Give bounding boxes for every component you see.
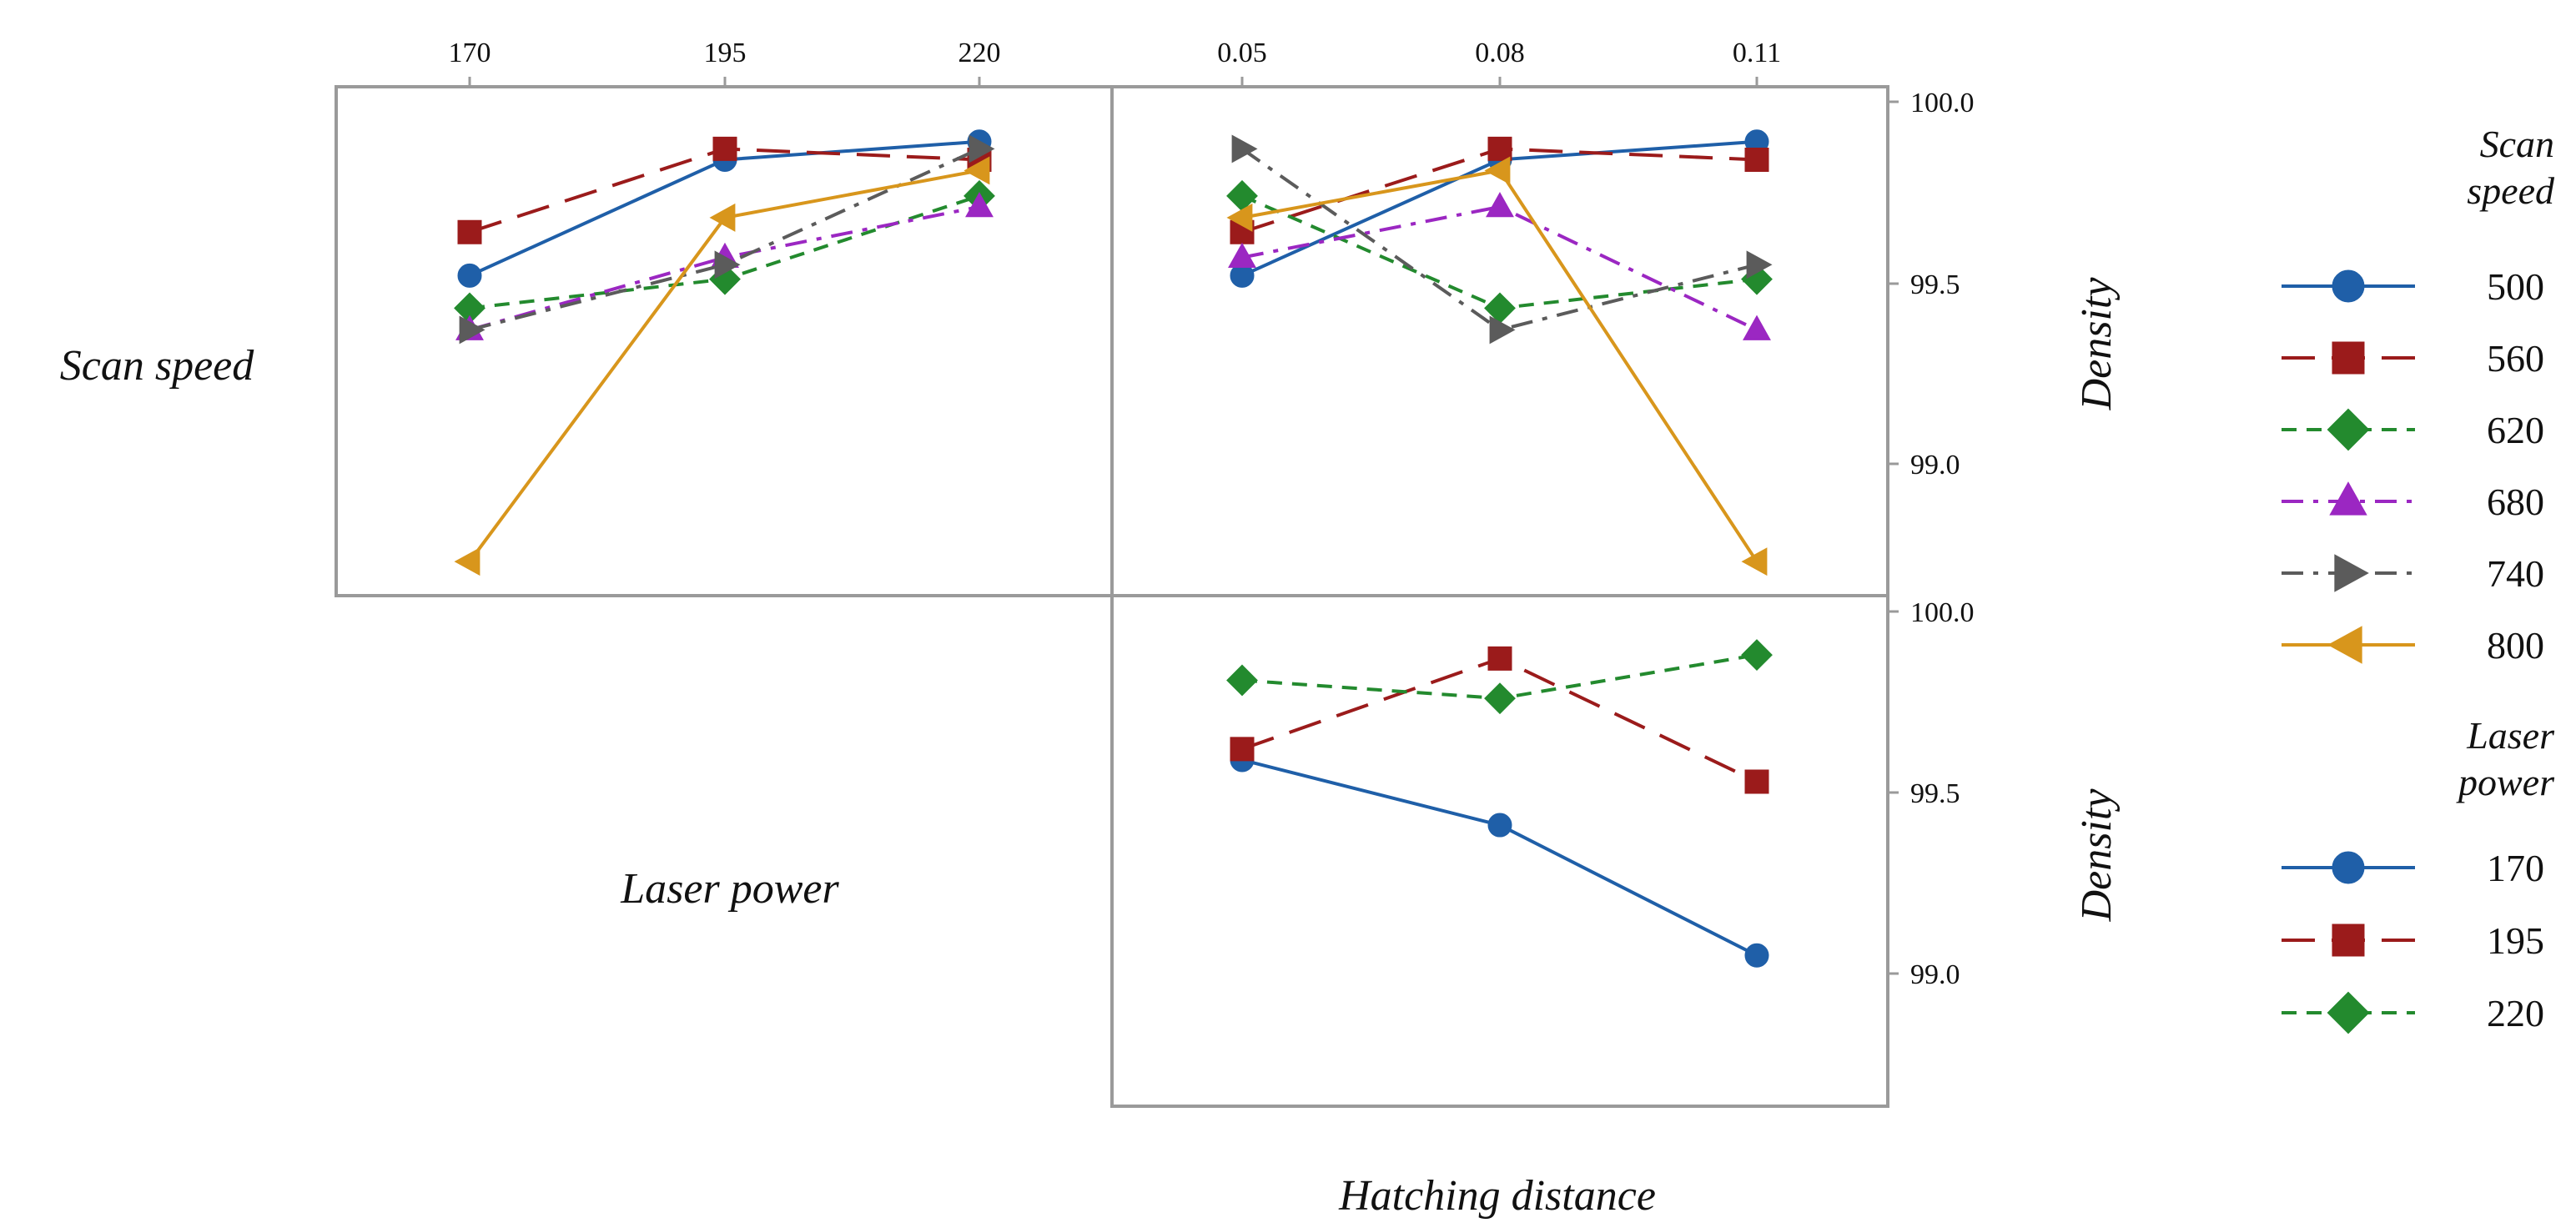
x-tick-label: 170 [449,38,491,68]
y-tick-label: 100.0 [1910,597,1975,628]
data-point-marker [1744,943,1769,968]
series-scan-800 [1226,156,1768,576]
legend-entry-scan-560: 560 [2282,337,2544,380]
legend-marker [2332,924,2365,957]
legend-marker [2327,991,2370,1034]
legend-marker [2334,554,2369,592]
legend-label: 170 [2487,847,2544,889]
legend-entry-scan-800: 800 [2282,624,2544,667]
data-point-marker [1487,646,1512,671]
series-scan-740 [459,134,995,345]
x-tick-label: 195 [704,38,747,68]
data-point-marker [457,219,482,244]
data-point-marker [1226,203,1253,232]
x-tick-label: 0.05 [1217,38,1267,68]
data-point-marker [1484,292,1516,325]
legend-title-scan-speed-line1: Scan [2480,123,2554,165]
data-point-marker [1746,250,1773,279]
series-line [1241,204,1758,332]
data-point-marker [1743,315,1771,340]
series-line [468,169,980,563]
row-label-scan-speed: Scan speed [60,342,254,390]
legend-entry-laser-220: 220 [2282,991,2544,1034]
data-point-marker [712,136,737,161]
x-tick-marks [468,77,1758,87]
legend-entry-laser-195: 195 [2282,919,2544,962]
data-point-marker [714,250,741,279]
legend-marker [2332,851,2365,884]
legend-label: 800 [2487,624,2544,667]
legend-marker [2327,626,2362,664]
legend-label: 680 [2487,481,2544,523]
y-tick-marks [1888,100,1899,975]
legend-label: 620 [2487,409,2544,451]
y-tick-label: 99.0 [1910,959,1960,990]
data-point-marker [1744,147,1769,172]
data-point-marker [709,203,736,232]
data-point-marker [1230,737,1255,762]
legend-entry-scan-740: 740 [2282,552,2544,595]
data-point-marker [969,134,995,164]
series-line [1241,657,1758,783]
data-point-marker [1228,242,1256,269]
data-point-marker [1487,136,1512,161]
panel-laser-power-vs-hatching-distance [1110,594,1889,1108]
legend-layer: 500 560 620 680 740 800 170 195 220 [2282,265,2544,1034]
legend-entry-scan-620: 620 [2282,408,2544,451]
data-point-marker [1231,134,1258,164]
x-tick-label: 0.11 [1733,38,1781,68]
legend-label: 195 [2487,919,2544,962]
series-scan-680 [1228,192,1771,340]
x-tick-label: 0.08 [1475,38,1525,68]
row-label-laser-power: Laser power [620,865,839,913]
series-laser-195 [1230,646,1769,794]
data-point-marker [1744,769,1769,794]
y-tick-label: 99.0 [1910,450,1960,481]
data-point-marker [1741,547,1768,576]
series-laser-220 [1226,639,1773,715]
legend-label: 500 [2487,265,2544,308]
y-axis-title-density-bottom: Density [2073,788,2121,923]
series-laser-170 [1230,747,1769,968]
y-axis-title-density-top: Density [2073,277,2121,411]
data-point-marker [1226,664,1258,697]
legend-label: 220 [2487,992,2544,1034]
data-point-marker [459,315,486,345]
series-line [1241,758,1758,958]
legend-title-scan-speed-line2: speed [2467,169,2555,212]
legend-marker [2327,408,2370,451]
data-point-marker [1484,156,1511,185]
data-point-marker [454,547,480,576]
x-tick-label: 220 [958,38,1001,68]
y-tick-label: 99.5 [1910,269,1960,300]
data-point-marker [1489,315,1516,345]
data-point-marker [963,156,990,185]
legend-title-laser-power-line1: Laser [2466,714,2555,757]
data-point-marker [1741,639,1773,671]
x-axis-title-hatching-distance: Hatching distance [1338,1172,1656,1220]
legend-title-laser-power-line2: power [2456,761,2555,803]
data-point-marker [965,192,994,218]
data-point-marker [1484,682,1516,715]
series-scan-800 [454,156,990,576]
legend-marker [2332,269,2365,303]
legend-marker [2332,341,2365,375]
series-scan-560 [457,136,992,244]
series-scan-740 [1231,134,1773,345]
series-layer [454,129,1773,968]
y-tick-label: 100.0 [1910,88,1975,118]
legend-entry-scan-680: 680 [2282,481,2544,523]
legend-label: 560 [2487,337,2544,380]
legend-entry-scan-500: 500 [2282,265,2544,308]
y-tick-label: 99.5 [1910,778,1960,809]
legend-label: 740 [2487,552,2544,595]
data-point-marker [457,263,482,288]
series-scan-560 [1230,136,1769,244]
data-point-marker [1486,192,1514,218]
legend-marker [2329,481,2367,516]
data-point-marker [1226,179,1258,212]
legend-entry-laser-170: 170 [2282,847,2544,889]
data-point-marker [1487,813,1512,838]
